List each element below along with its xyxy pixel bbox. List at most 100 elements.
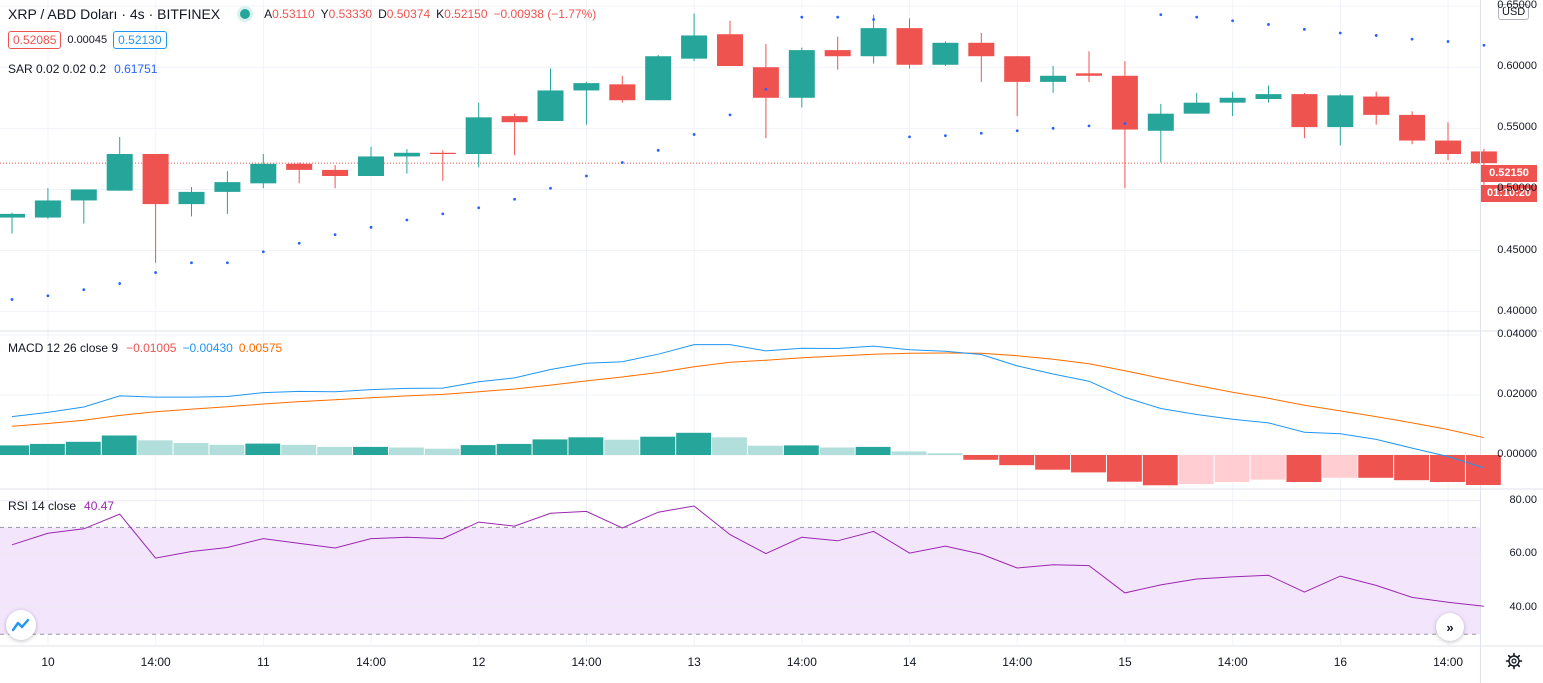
- currency-badge[interactable]: USD: [1498, 4, 1530, 20]
- macd-histogram-bar: [29, 443, 65, 455]
- macd-histogram-bar: [532, 439, 568, 455]
- candle[interactable]: [645, 56, 672, 101]
- candle[interactable]: [1291, 94, 1318, 128]
- scroll-to-realtime-button[interactable]: »: [1436, 613, 1464, 641]
- candle[interactable]: [358, 156, 384, 176]
- symbol-title[interactable]: XRP / ABD Doları · 4s · BITFINEX: [8, 6, 221, 22]
- candle[interactable]: [1183, 102, 1210, 114]
- sar-point: [1303, 27, 1306, 31]
- candle[interactable]: [1399, 114, 1426, 141]
- candle[interactable]: [932, 42, 959, 65]
- candle[interactable]: [1111, 75, 1138, 130]
- candle[interactable]: [1255, 94, 1282, 99]
- open-label: A: [264, 7, 273, 21]
- candle[interactable]: [860, 28, 887, 57]
- market-status-icon: [240, 9, 251, 19]
- candle[interactable]: [465, 117, 492, 154]
- candle[interactable]: [429, 152, 456, 154]
- candle[interactable]: [573, 83, 600, 91]
- sar-point: [656, 148, 660, 152]
- sar-point: [764, 87, 768, 91]
- sar-point: [1482, 43, 1486, 47]
- time-axis-tick: 14:00: [786, 655, 817, 669]
- time-axis-tick: 14:00: [356, 655, 387, 669]
- sar-point: [872, 18, 875, 21]
- candle[interactable]: [1435, 140, 1461, 154]
- candle[interactable]: [1040, 75, 1067, 82]
- candle[interactable]: [178, 191, 205, 205]
- buy-button[interactable]: 0.52130: [113, 31, 167, 49]
- last-price-tag: 0.52150: [1481, 165, 1537, 182]
- tradingview-logo[interactable]: [6, 610, 36, 640]
- low-value: 0.50374: [386, 7, 431, 21]
- candle[interactable]: [1363, 96, 1390, 115]
- sar-point: [1338, 31, 1342, 35]
- candle[interactable]: [717, 34, 743, 66]
- sar-point: [1123, 122, 1127, 125]
- sar-point: [513, 197, 516, 201]
- candle[interactable]: [501, 116, 528, 123]
- macd-histogram-bar: [1035, 455, 1071, 470]
- sar-point: [1267, 23, 1270, 26]
- macd-signal-line: [11, 352, 1485, 439]
- time-axis-tick: 13: [687, 655, 701, 669]
- candle[interactable]: [1004, 56, 1031, 82]
- candle[interactable]: [286, 163, 313, 170]
- candle[interactable]: [214, 182, 241, 192]
- candle[interactable]: [609, 84, 636, 101]
- candle[interactable]: [824, 50, 851, 57]
- candle[interactable]: [106, 154, 133, 191]
- sar-label: SAR 0.02 0.02 0.2: [8, 62, 107, 76]
- sar-point: [944, 134, 947, 138]
- macd-line: [11, 344, 1485, 469]
- candle[interactable]: [70, 189, 97, 201]
- candle[interactable]: [0, 213, 25, 218]
- sar-point: [728, 113, 732, 117]
- macd-histogram-bar: [209, 444, 245, 455]
- candle[interactable]: [537, 90, 564, 121]
- sar-point: [82, 288, 86, 292]
- candle[interactable]: [1327, 95, 1354, 128]
- macd-histogram-bar: [173, 443, 209, 455]
- sar-point: [190, 261, 193, 265]
- symbol-legend: XRP / ABD Doları · 4s · BITFINEX A 0.5311…: [8, 6, 596, 22]
- candle[interactable]: [1470, 151, 1497, 164]
- sar-point: [800, 15, 804, 19]
- sar-point: [226, 261, 229, 265]
- candle[interactable]: [1147, 113, 1174, 131]
- sar-point: [261, 250, 265, 254]
- time-axis-tick: 14:00: [571, 655, 602, 669]
- time-axis-tick: 14:00: [1433, 655, 1464, 669]
- time-axis-tick: 16: [1333, 655, 1348, 669]
- macd-histogram-bar: [353, 446, 388, 455]
- candle[interactable]: [1219, 97, 1246, 103]
- macd-histogram-bar: [999, 455, 1035, 466]
- candle[interactable]: [142, 154, 169, 205]
- sar-point: [1195, 15, 1199, 19]
- rsi-legend[interactable]: RSI 14 close 40.47: [8, 499, 114, 513]
- candle[interactable]: [681, 35, 708, 59]
- macd-histogram-bar: [1322, 455, 1358, 478]
- macd-histogram-bar: [245, 443, 281, 455]
- time-axis-tick: 15: [1118, 655, 1132, 669]
- candle[interactable]: [968, 42, 995, 57]
- candle[interactable]: [393, 152, 420, 157]
- candle[interactable]: [1076, 73, 1102, 76]
- sar-point: [369, 225, 373, 229]
- macd-legend[interactable]: MACD 12 26 close 9 −0.01005 −0.00430 0.0…: [8, 341, 282, 355]
- macd-histogram-bar: [855, 446, 891, 455]
- candle[interactable]: [752, 67, 779, 98]
- chart-settings-button[interactable]: [1504, 651, 1524, 671]
- candle[interactable]: [34, 200, 61, 218]
- sar-point: [441, 212, 445, 216]
- candle[interactable]: [788, 50, 815, 98]
- sell-button[interactable]: 0.52085: [8, 31, 62, 49]
- sar-point: [908, 135, 911, 139]
- sar-legend[interactable]: SAR 0.02 0.02 0.2 0.61751: [8, 62, 157, 76]
- candle[interactable]: [322, 169, 349, 176]
- candle[interactable]: [250, 163, 277, 184]
- sar-point: [118, 282, 122, 285]
- macd-axis-tick: 0.00000: [1497, 448, 1537, 460]
- candle[interactable]: [896, 28, 923, 65]
